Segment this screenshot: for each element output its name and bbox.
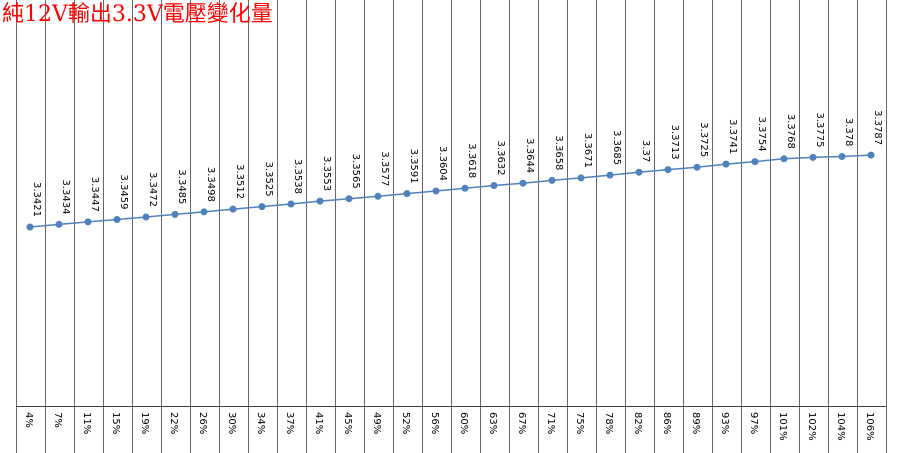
data-point (432, 187, 440, 195)
data-label: 3.3421 (31, 182, 42, 217)
data-label: 3.3741 (727, 119, 738, 154)
x-tick-label: 104% (835, 412, 846, 441)
data-point (345, 195, 353, 203)
x-tick-label: 30% (226, 412, 237, 434)
x-tick-label: 93% (719, 412, 730, 434)
data-label: 3.3538 (292, 159, 303, 194)
data-label: 3.3553 (321, 156, 332, 191)
x-tick-label: 67% (516, 412, 527, 434)
data-point (142, 213, 150, 221)
data-point (316, 197, 324, 205)
x-tick-label: 22% (168, 412, 179, 434)
data-label: 3.3447 (89, 177, 100, 212)
x-tick-label: 63% (487, 412, 498, 434)
x-tick-label: 106% (864, 412, 875, 441)
x-tick-label: 37% (284, 412, 295, 434)
data-point (867, 151, 875, 159)
x-tick-label: 89% (690, 412, 701, 434)
data-label: 3.3525 (263, 162, 274, 197)
data-labels: 3.3421 3.3434 3.3447 3.3459 3.3472 3.3485 3.34… (31, 110, 883, 217)
x-tick-label: 45% (342, 412, 353, 434)
data-label: 3.3565 (350, 154, 361, 189)
x-tick-label: 49% (371, 412, 382, 434)
data-label: 3.3459 (118, 175, 129, 210)
x-tick-label: 15% (110, 412, 121, 434)
data-label: 3.3498 (205, 167, 216, 202)
data-label: 3.3768 (785, 114, 796, 149)
data-point (722, 160, 730, 168)
data-point (374, 192, 382, 200)
x-tick-label: 97% (748, 412, 759, 434)
x-tick-labels: 4% 7% 11% 15% 19% 22% 26% 30% 34% 37% 41% 45% 49% 52%… (23, 412, 875, 441)
data-label: 3.37 (640, 140, 651, 162)
data-label: 3.3632 (495, 141, 506, 176)
data-point (664, 166, 672, 174)
x-tick-label: 56% (429, 412, 440, 434)
data-label: 3.3685 (611, 130, 622, 165)
data-point (838, 153, 846, 160)
data-point (490, 182, 498, 189)
data-label: 3.3775 (814, 112, 825, 147)
x-tick-label: 86% (661, 412, 672, 434)
x-tick-label: 26% (197, 412, 208, 434)
data-point (113, 216, 121, 223)
gridlines (16, 0, 887, 453)
data-point (200, 208, 208, 216)
data-label: 3.3644 (524, 138, 535, 173)
x-tick-label: 102% (806, 412, 817, 441)
data-point (635, 168, 643, 176)
x-tick-label: 60% (458, 412, 469, 434)
data-point (55, 220, 63, 228)
data-point (287, 200, 295, 208)
series (26, 151, 875, 231)
data-point (693, 163, 701, 171)
data-label: 3.3618 (466, 143, 477, 178)
data-label: 3.3472 (147, 172, 158, 207)
data-label: 3.3591 (408, 149, 419, 184)
chart-title: 純12V輸出3.3V電壓變化量 (2, 2, 273, 27)
data-label: 3.3577 (379, 151, 390, 186)
data-point (519, 179, 527, 187)
x-tick-label: 34% (255, 412, 266, 434)
x-tick-label: 4% (23, 412, 34, 428)
data-label: 3.3512 (234, 164, 245, 199)
data-label: 3.3725 (698, 122, 709, 157)
data-point (780, 155, 788, 163)
data-point (229, 205, 237, 213)
data-label: 3.3671 (582, 133, 593, 168)
x-tick-label: 75% (574, 412, 585, 434)
data-label: 3.3485 (176, 169, 187, 204)
data-point (548, 176, 556, 184)
data-point (461, 184, 469, 192)
x-tick-label: 41% (313, 412, 324, 434)
data-label: 3.3754 (756, 117, 767, 152)
data-point (258, 203, 266, 211)
data-point (171, 210, 179, 218)
x-tick-label: 101% (777, 412, 788, 441)
x-tick-label: 78% (603, 412, 614, 434)
x-tick-label: 71% (545, 412, 556, 434)
data-label: 3.3787 (872, 110, 883, 145)
data-point (606, 171, 614, 179)
series-line (29, 154, 872, 228)
x-tick-label: 7% (52, 412, 63, 428)
data-point (403, 190, 411, 198)
data-point (577, 174, 585, 182)
data-point (84, 218, 92, 226)
x-tick-label: 11% (81, 412, 92, 434)
data-label: 3.3604 (437, 146, 448, 181)
x-tick-label: 82% (632, 412, 643, 434)
data-label: 3.3434 (60, 179, 71, 214)
data-point (751, 158, 759, 166)
x-tick-label: 52% (400, 412, 411, 434)
data-point (26, 223, 34, 231)
data-label: 3.3658 (553, 135, 564, 170)
data-label: 3.378 (843, 118, 854, 147)
data-label: 3.3713 (669, 125, 680, 160)
data-point (809, 153, 817, 161)
x-tick-label: 19% (139, 412, 150, 434)
